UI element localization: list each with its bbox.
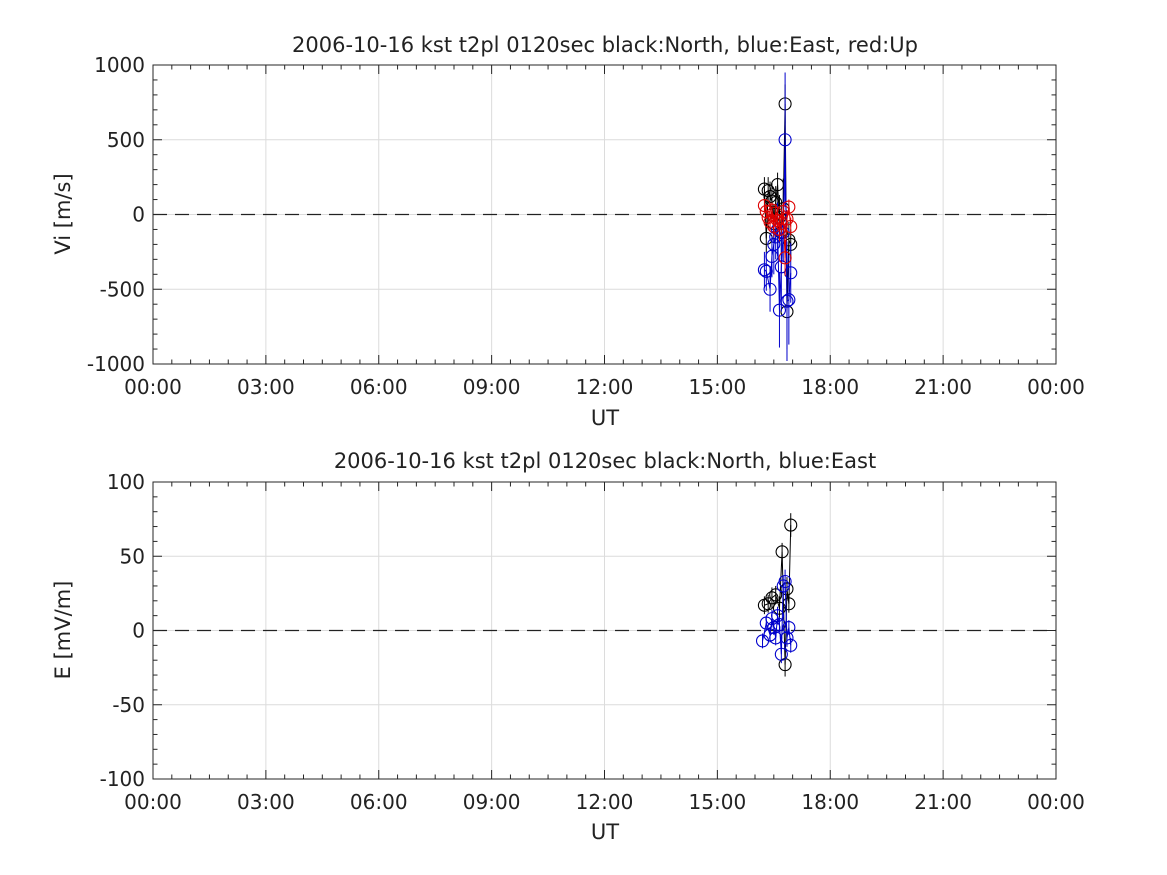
velocity-data-point — [782, 200, 796, 214]
velocity-data-point — [757, 198, 771, 213]
velocity-data-point — [772, 303, 787, 317]
efield-y-tick-label: 50 — [120, 544, 145, 568]
velocity-y-tick-label: 0 — [132, 203, 145, 227]
efield-x-tick-label: 18:00 — [801, 790, 859, 814]
efield-series-1 — [755, 569, 798, 664]
velocity-y-tick-label: -500 — [100, 277, 145, 301]
efield-data-point — [780, 582, 794, 596]
efield-x-axis-label: UT — [591, 820, 619, 844]
velocity-x-tick-label: 15:00 — [689, 375, 747, 399]
velocity-x-axis-label: UT — [591, 406, 619, 430]
efield-series-0 — [757, 513, 798, 677]
efield-x-tick-label: 03:00 — [237, 790, 295, 814]
velocity-panel: 2006-10-16 kst t2pl 0120sec black:North,… — [51, 33, 1085, 430]
efield-panel: 2006-10-16 kst t2pl 0120sec black:North,… — [51, 449, 1085, 844]
efield-data-point — [784, 518, 798, 532]
efield-data-point — [769, 631, 783, 645]
velocity-y-axis-label: Vi [m/s] — [51, 173, 75, 254]
velocity-data-point — [778, 251, 792, 265]
efield-x-tick-label: 15:00 — [689, 790, 747, 814]
velocity-x-tick-label: 12:00 — [576, 375, 634, 399]
velocity-data-point — [778, 133, 792, 147]
efield-data-point — [769, 588, 783, 602]
velocity-data-point — [780, 294, 794, 308]
velocity-data-point — [763, 282, 777, 296]
velocity-y-tick-label: 1000 — [94, 53, 145, 77]
efield-data-point — [765, 591, 779, 605]
efield-data-point — [772, 618, 787, 632]
efield-data-point — [782, 620, 796, 635]
efield-data-point — [778, 574, 792, 589]
velocity-x-tick-label: 00:00 — [1027, 375, 1085, 399]
velocity-y-tick-label: 500 — [107, 128, 145, 152]
efield-x-tick-label: 00:00 — [124, 790, 182, 814]
efield-y-tick-label: 0 — [132, 619, 145, 643]
efield-data-point — [771, 609, 785, 623]
efield-x-tick-label: 00:00 — [1027, 790, 1085, 814]
efield-y-tick-label: -100 — [100, 767, 145, 791]
velocity-data-point — [767, 237, 781, 251]
efield-data-point — [780, 631, 794, 645]
efield-data-point — [775, 545, 789, 559]
velocity-x-tick-label: 06:00 — [350, 375, 408, 399]
velocity-x-tick-label: 21:00 — [914, 375, 972, 399]
efield-chart-title: 2006-10-16 kst t2pl 0120sec black:North,… — [334, 449, 876, 473]
efield-data-point — [774, 647, 788, 661]
efield-x-tick-label: 21:00 — [914, 790, 972, 814]
efield-y-tick-label: 100 — [107, 470, 145, 494]
efield-y-axis-label: E [mV/m] — [51, 581, 75, 680]
efield-y-tick-label: -50 — [112, 693, 145, 717]
velocity-x-tick-label: 00:00 — [124, 375, 182, 399]
efield-x-tick-label: 09:00 — [463, 790, 521, 814]
velocity-y-tick-label: -1000 — [87, 352, 145, 376]
efield-data-point — [784, 638, 798, 652]
velocity-data-point — [784, 219, 798, 234]
velocity-series-2 — [757, 198, 798, 276]
velocity-chart-title: 2006-10-16 kst t2pl 0120sec black:North,… — [292, 33, 918, 57]
velocity-x-tick-label: 18:00 — [801, 375, 859, 399]
velocity-data-point — [782, 293, 796, 307]
efield-x-tick-label: 12:00 — [576, 790, 634, 814]
velocity-x-tick-label: 09:00 — [463, 375, 521, 399]
efield-x-tick-label: 06:00 — [350, 790, 408, 814]
velocity-x-tick-label: 03:00 — [237, 375, 295, 399]
